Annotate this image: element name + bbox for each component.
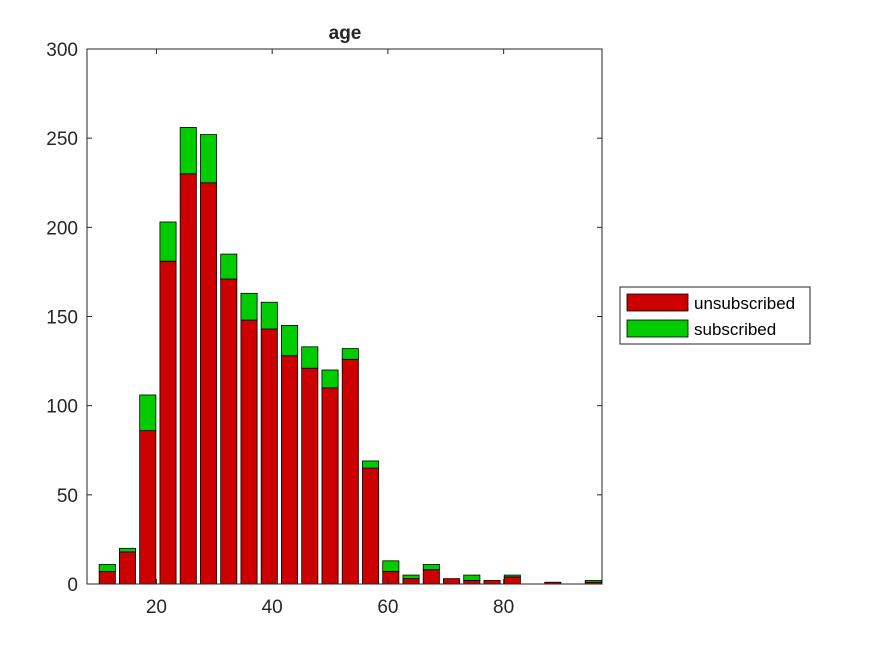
bar-unsubscribed-20	[503, 576, 521, 585]
bar-unsubscribed-15	[402, 578, 420, 585]
bar-subscribed-0	[98, 563, 116, 572]
bar-unsubscribed-5	[200, 182, 218, 585]
bar-unsubscribed-13	[362, 467, 380, 585]
y-tick-label-250: 250	[46, 129, 78, 150]
bar-unsubscribed-17	[443, 578, 461, 585]
y-tick-label-50: 50	[57, 486, 78, 507]
bar-unsubscribed-16	[422, 569, 440, 585]
legend: unsubscribed subscribed	[619, 286, 811, 345]
bar-subscribed-13	[362, 460, 380, 469]
bar-subscribed-14	[382, 560, 400, 572]
bar-unsubscribed-2	[139, 430, 157, 585]
x-tick-label-80: 80	[493, 597, 514, 618]
y-tick-label-150: 150	[46, 308, 78, 329]
bar-unsubscribed-9	[281, 355, 299, 585]
legend-swatch-subscribed	[626, 319, 689, 338]
bar-subscribed-18	[463, 574, 481, 581]
bar-subscribed-7	[240, 292, 258, 321]
bar-unsubscribed-4	[179, 173, 197, 585]
y-tick-label-0: 0	[67, 575, 78, 596]
bar-unsubscribed-1	[119, 551, 137, 585]
axis-ticks: 20 40 60 80 0 50 100 150 200 250 300	[46, 40, 602, 618]
x-tick-label-60: 60	[377, 597, 398, 618]
bar-subscribed-11	[321, 369, 339, 389]
bar-unsubscribed-7	[240, 319, 258, 585]
bar-subscribed-1	[119, 547, 137, 553]
y-tick-label-300: 300	[46, 40, 78, 61]
bar-subscribed-3	[159, 221, 177, 262]
x-tick-label-40: 40	[262, 597, 283, 618]
bar-subscribed-12	[341, 348, 359, 360]
bar-unsubscribed-11	[321, 387, 339, 585]
bar-unsubscribed-8	[260, 328, 278, 585]
legend-label-subscribed: subscribed	[694, 320, 776, 339]
bar-subscribed-5	[200, 134, 218, 184]
chart-title: age	[329, 23, 362, 44]
bar-unsubscribed-6	[220, 278, 238, 585]
bars-layer	[98, 127, 602, 585]
bar-unsubscribed-0	[98, 571, 116, 585]
bar-unsubscribed-3	[159, 260, 177, 585]
bar-unsubscribed-14	[382, 571, 400, 585]
y-tick-label-200: 200	[46, 218, 78, 239]
bar-unsubscribed-10	[301, 367, 319, 585]
bar-subscribed-24	[584, 580, 602, 583]
bar-subscribed-4	[179, 127, 197, 175]
bar-subscribed-16	[422, 563, 440, 571]
bar-unsubscribed-18	[463, 580, 481, 585]
bar-subscribed-6	[220, 253, 238, 280]
legend-label-unsubscribed: unsubscribed	[694, 294, 795, 313]
x-tick-label-20: 20	[146, 597, 167, 618]
bar-subscribed-20	[503, 574, 521, 578]
legend-swatch-unsubscribed	[626, 293, 689, 312]
bar-unsubscribed-19	[483, 580, 501, 585]
bar-subscribed-10	[301, 346, 319, 369]
bar-subscribed-15	[402, 574, 420, 580]
bar-subscribed-8	[260, 301, 278, 330]
bar-unsubscribed-12	[341, 358, 359, 585]
bar-subscribed-9	[281, 325, 299, 357]
bar-subscribed-2	[139, 394, 157, 432]
y-tick-label-100: 100	[46, 397, 78, 418]
